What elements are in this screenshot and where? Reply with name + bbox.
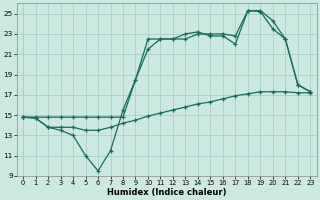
X-axis label: Humidex (Indice chaleur): Humidex (Indice chaleur): [107, 188, 227, 197]
